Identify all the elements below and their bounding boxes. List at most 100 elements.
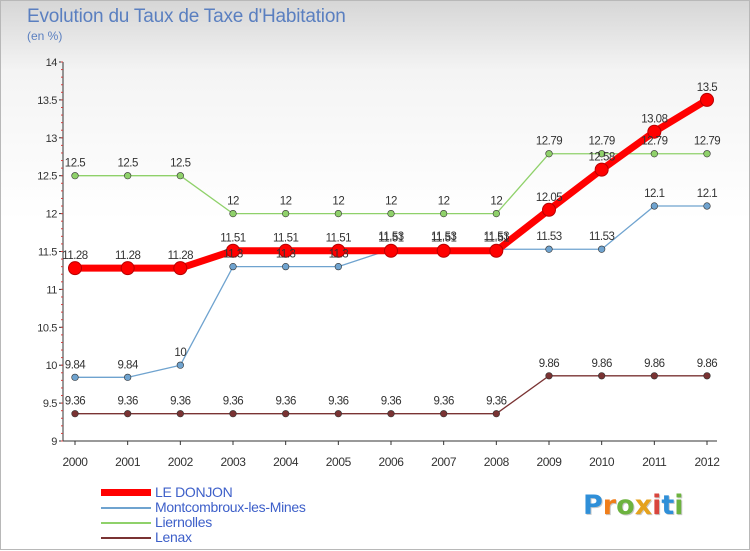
data-point [700,92,714,107]
x-tick-label: 2007 [431,455,457,469]
chart-series-points [68,92,714,418]
data-label: 11.51 [220,233,246,245]
data-label: 9.36 [328,396,348,408]
data-label: 12 [438,196,450,208]
data-point [68,261,82,276]
chart-axes: 9 9.5 10 10.5 11 11.5 12 12.5 13 13.5 14 2000 2001 20… [37,57,720,469]
data-label: 11.3 [223,249,243,261]
data-label: 11.3 [276,249,296,261]
data-point [387,410,395,418]
y-tick-label: 12.5 [37,171,57,183]
data-label: 11.53 [431,231,457,243]
data-point [545,245,553,253]
y-tick-label: 13 [46,133,58,145]
legend-item: Liernolles [101,515,306,530]
data-label: 11.51 [484,233,510,245]
data-label: 12 [385,196,397,208]
data-label: 9.84 [65,359,86,371]
y-tick-label: 12 [46,209,58,221]
data-label: 12.1 [697,188,717,200]
logo-letter: t [661,490,675,521]
legend-label: Montcombroux-les-Mines [155,499,306,515]
data-label: 9.36 [65,396,85,408]
data-point [282,410,290,418]
data-point [229,410,237,418]
x-tick-label: 2005 [326,455,352,469]
data-label: 11.28 [168,250,194,262]
data-point [492,410,500,418]
data-point [226,243,240,258]
data-label: 9.36 [117,396,137,408]
data-point [440,410,448,418]
data-label: 12.5 [117,158,137,170]
data-point [542,202,556,217]
y-tick-label: 10 [46,360,58,372]
data-label: 12 [280,196,292,208]
data-label: 11.53 [484,231,510,243]
y-tick-label: 13.5 [37,95,57,107]
data-label: 9.36 [170,396,190,408]
data-label: 12.5 [170,158,190,170]
y-tick-label: 9.5 [43,398,57,410]
data-point [120,261,135,276]
data-point [598,245,606,253]
proxiti-logo: Proxiti [583,490,684,521]
x-tick-label: 2002 [168,455,194,469]
data-label: 11.53 [378,231,404,243]
data-point [71,172,79,180]
data-label: 11.53 [536,231,562,243]
data-point [124,172,132,180]
data-point [173,261,188,276]
data-point [545,372,553,380]
data-point [334,410,342,418]
data-point [71,410,79,418]
legend-label: LE DONJON [155,484,233,500]
logo-letter: r [602,490,617,521]
logo-letter: o [616,490,635,521]
data-point [384,243,398,258]
data-point [124,410,132,418]
data-label: 11.51 [326,233,352,245]
data-label: 12.05 [536,192,562,204]
data-point [334,263,342,271]
data-point [703,150,711,158]
data-point [598,372,606,380]
legend-swatch [101,506,151,509]
x-tick-label: 2001 [115,455,141,469]
data-point [436,243,451,258]
data-label: 13.5 [697,82,717,94]
chart-title: Evolution du Taux de Taxe d'Habitation [27,6,346,27]
data-point [282,263,290,271]
y-tick-label: 11 [46,284,57,296]
legend-swatch [101,521,151,524]
data-label: 9.86 [697,358,717,370]
x-tick-label: 2004 [273,455,299,469]
data-label: 12.5 [65,158,85,170]
x-tick-label: 2011 [642,455,667,469]
data-label: 11.53 [589,231,615,243]
data-point [598,150,606,158]
data-label: 13.08 [641,114,667,126]
data-point [650,202,658,210]
data-point [282,210,290,218]
data-point [229,210,237,218]
data-point [650,372,658,380]
data-label: 11.51 [378,233,404,245]
data-label: 12 [227,196,239,208]
data-point [703,202,711,210]
x-tick-label: 2000 [62,455,88,469]
data-label: 12.79 [589,136,615,148]
data-label: 12.79 [694,136,720,148]
data-label: 12.58 [589,152,615,164]
data-label: 9.36 [381,396,401,408]
data-label: 9.84 [117,359,138,371]
y-tick-label: 9 [51,436,57,448]
logo-letter: i [674,490,684,521]
data-point [331,243,346,258]
legend-item: LE DONJON [101,485,306,500]
data-label: 11.28 [115,250,141,262]
data-point [703,372,711,380]
x-tick-label: 2008 [484,455,510,469]
data-label: 11.51 [431,233,457,245]
